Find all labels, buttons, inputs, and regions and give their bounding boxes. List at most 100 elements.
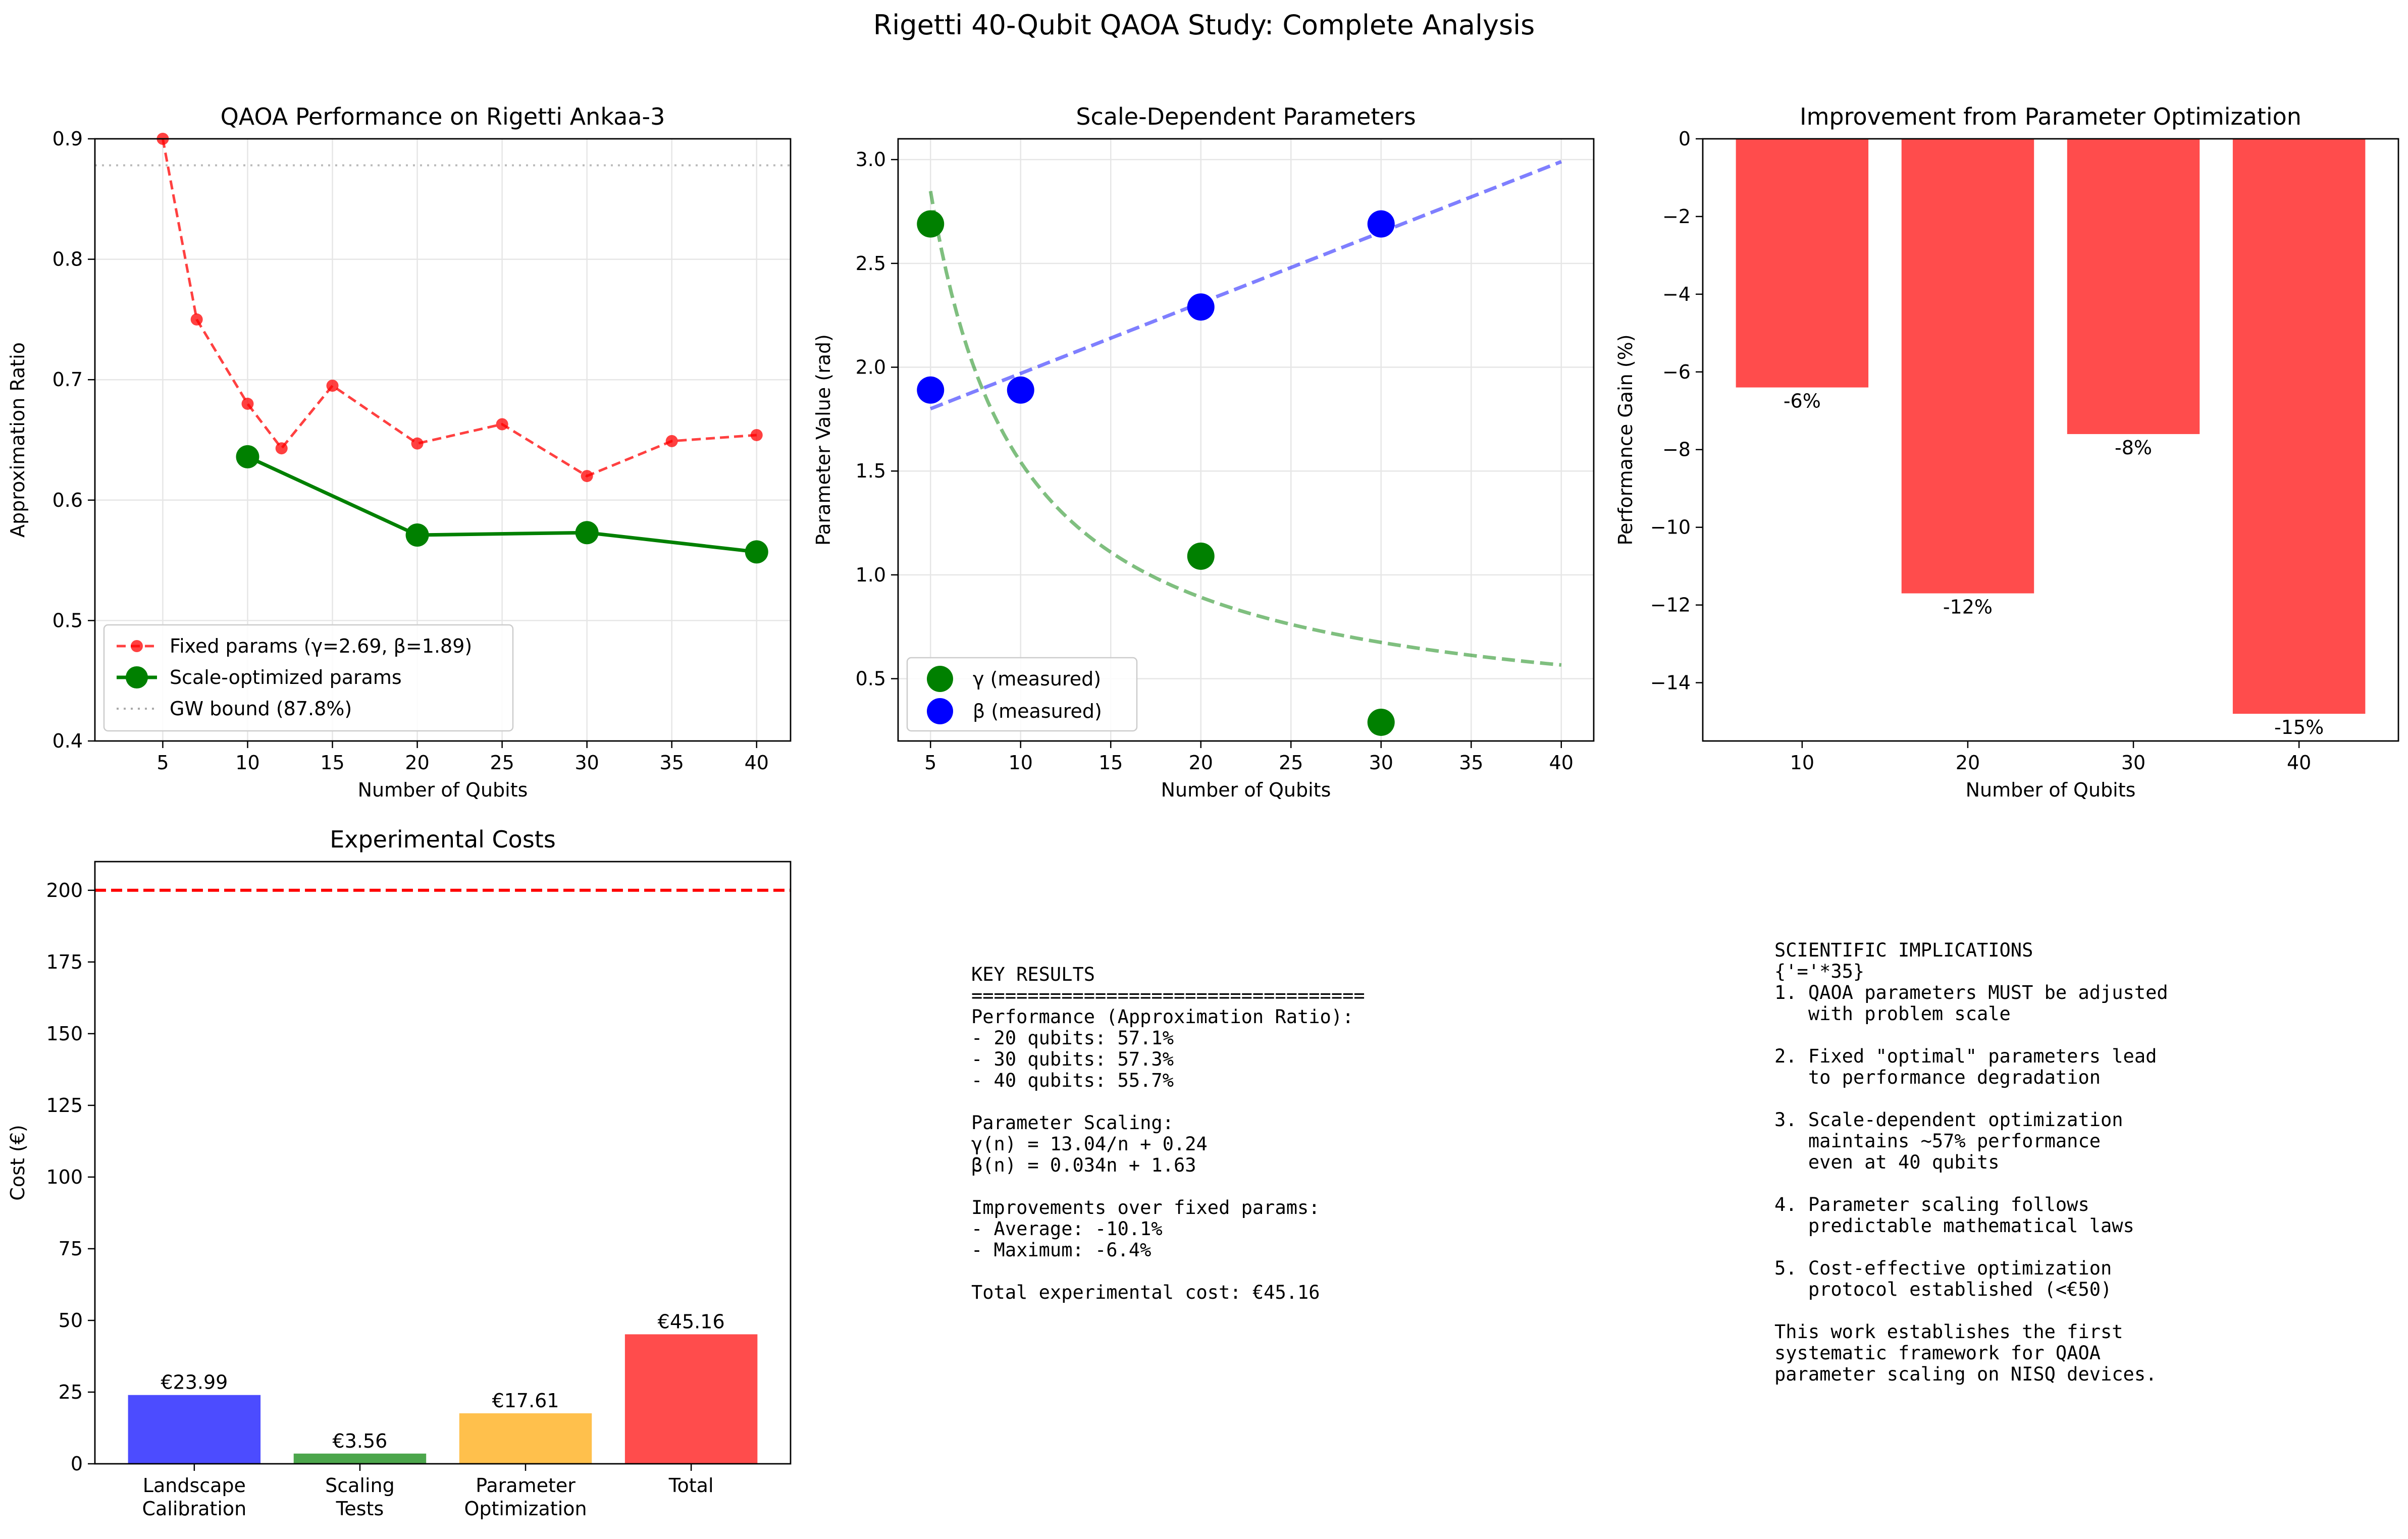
bar-data-label: €17.61 [492,1390,559,1412]
x-tick-label: Landscape [143,1474,246,1497]
scale-optimized-line [247,455,757,554]
x-axis-label: Number of Qubits [1966,779,2136,801]
y-tick-label: −6 [1662,361,1691,383]
x-tick-label: 40 [2287,752,2311,774]
implications-line: predictable mathematical laws [1774,1215,2134,1237]
implications-line: This work establishes the first [1774,1321,2123,1343]
beta-point [917,376,945,404]
implications-line [1774,1025,2168,1046]
legend-gamma-marker [927,666,953,692]
implications-line [1774,1300,2168,1321]
chart-title: QAOA Performance on Rigetti Ankaa-3 [221,103,665,130]
y-tick-label: −4 [1662,283,1691,305]
x-tick-label: 35 [660,752,684,774]
x-tick-label: Scaling [325,1474,395,1497]
legend-fixed-marker [131,640,143,652]
legend-label: GW bound (87.8%) [170,698,352,720]
y-tick-label: −10 [1650,516,1691,539]
y-tick-label: 0.4 [53,730,83,752]
x-tick-label: 25 [1279,752,1303,774]
plot-frame [1702,138,2399,742]
implications-line: with problem scale [1774,1003,2011,1025]
implications-line [1774,1237,2168,1258]
x-tick-label: 10 [235,752,259,774]
y-tick-label: 1.5 [856,460,886,482]
x-tick-label: 10 [1790,752,1814,774]
legend-optimized-marker [126,666,148,688]
bar-data-label: €45.16 [658,1310,725,1333]
legend: γ (measured) β (measured) [906,657,1138,732]
y-tick-label: −2 [1662,205,1691,228]
key_results-line: γ(n) = 13.04/n + 0.24 [971,1133,1208,1155]
y-tick-label: 100 [46,1166,83,1188]
scale-optimized-point [236,445,259,468]
implications-line: 5. Cost-effective optimization [1774,1257,2112,1279]
y-tick-label: 0 [71,1453,83,1475]
improvement-bar [1736,139,1869,388]
legend-label: Scale-optimized params [170,666,402,688]
legend-label: β (measured) [973,700,1102,722]
y-tick-label: 3.0 [856,148,886,171]
x-tick-label: 20 [1956,752,1980,774]
implications-line: systematic framework for QAOA [1774,1342,2101,1364]
improvement-bar [2067,139,2200,434]
bar-data-label: -12% [1943,596,1993,618]
fixed-params-line [161,138,757,477]
improvement-bar [1901,139,2034,594]
chart-title: Scale-Dependent Parameters [1076,103,1416,130]
x-tick-label: 25 [490,752,514,774]
legend-box [103,624,514,732]
chart-2: Improvement from Parameter Optimization N… [1614,103,2399,801]
beta-point [1007,376,1034,404]
scale-optimized-point [405,523,429,547]
y-tick-label: 50 [59,1309,83,1332]
key_results-line: β(n) = 0.034n + 1.63 [971,1154,1196,1176]
fixed-params-point [275,442,288,455]
y-tick-label: −14 [1650,672,1691,694]
gamma-fit-curve [928,191,1562,667]
legend: Fixed params (γ=2.69, β=1.89) Scale-optim… [103,624,514,732]
y-axis-label: Approximation Ratio [7,342,29,538]
fixed-params-point [665,435,678,447]
key_results-line: - Average: -10.1% [971,1218,1163,1240]
x-tick-label: Parameter [476,1474,575,1497]
x-tick-label: 40 [745,752,769,774]
key_results-line [971,1091,1365,1112]
y-tick-label: 0.7 [53,368,83,391]
y-tick-label: 0.6 [53,489,83,511]
key_results-line: =================================== [971,985,1365,1006]
legend-box [906,657,1138,732]
beta-fit-line [929,160,1562,411]
y-tick-label: 0.9 [53,128,83,150]
y-axis-label: Parameter Value (rad) [812,334,834,546]
implications-line: maintains ~57% performance [1774,1130,2101,1152]
legend-label: Fixed params (γ=2.69, β=1.89) [170,635,472,657]
x-tick-label: Total [668,1474,714,1497]
key_results-line: Improvements over fixed params: [971,1197,1320,1218]
legend-beta-marker [927,698,953,724]
gamma-point [1367,708,1395,736]
y-tick-label: 200 [46,879,83,901]
y-axis-label: Cost (€) [7,1125,29,1200]
y-tick-label: 25 [59,1381,83,1403]
implications-line [1774,1173,2168,1194]
implications-line: parameter scaling on NISQ devices. [1774,1363,2157,1385]
key_results-line: - 20 qubits: 57.1% [971,1027,1174,1049]
fixed-params-point [411,437,424,450]
key_results-line: - 30 qubits: 57.3% [971,1048,1174,1070]
bar-data-label: -8% [2115,437,2152,459]
implications-line: protocol established (<€50) [1774,1279,2112,1300]
key_results-line: - 40 qubits: 55.7% [971,1070,1174,1091]
legend-label: γ (measured) [973,668,1101,690]
y-tick-label: 150 [46,1023,83,1045]
fixed-params-point [326,380,339,392]
chart-1: Scale-Dependent Parameters Number of Qubi… [812,103,1595,801]
y-tick-label: 0.5 [856,668,886,690]
plot-frame [94,861,792,1465]
fixed-params-point [750,429,763,441]
y-tick-label: 0 [1679,128,1691,150]
chart-title: Experimental Costs [330,826,556,853]
y-tick-label: 2.5 [856,252,886,275]
